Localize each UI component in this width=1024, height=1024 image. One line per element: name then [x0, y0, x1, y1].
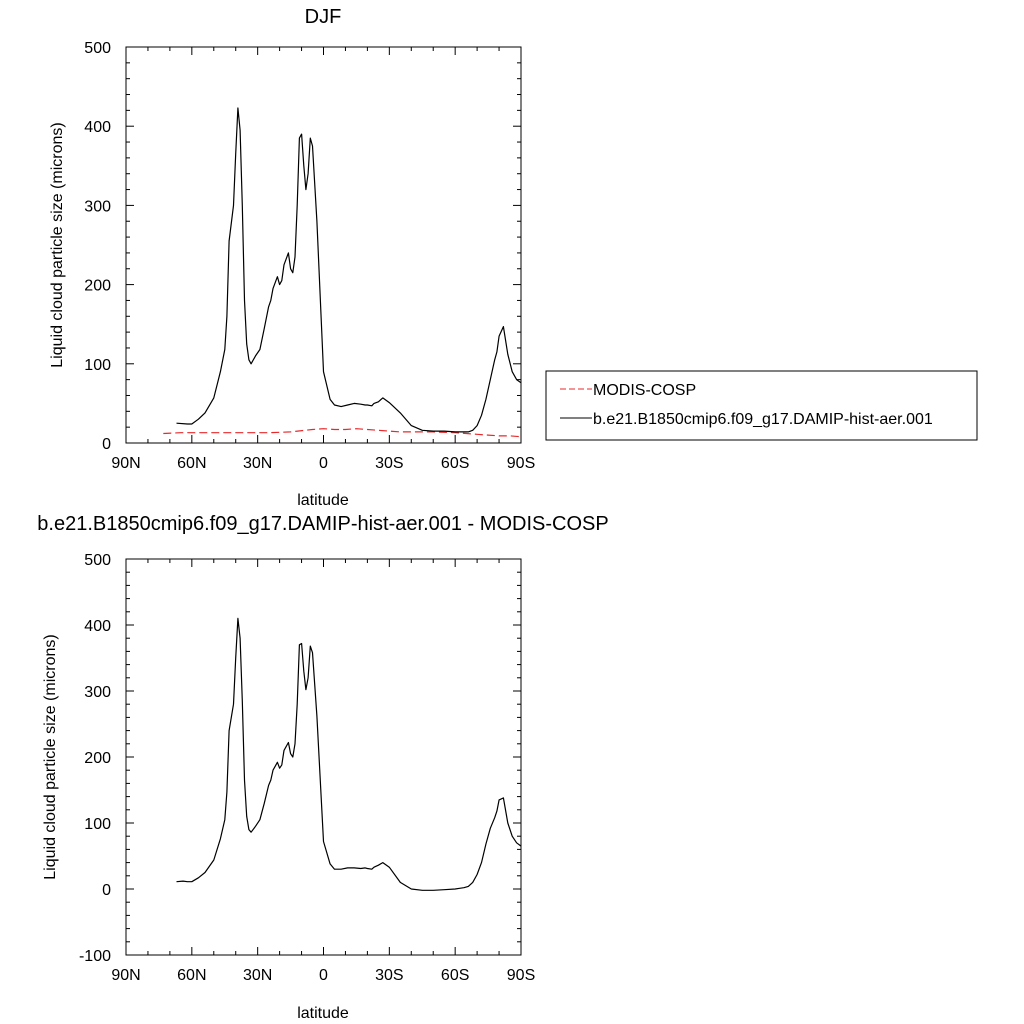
x-tick-label: 90N: [111, 967, 140, 984]
top-chart-plot-frame: [125, 46, 522, 444]
top-chart-x-axis-label: latitude: [297, 492, 349, 509]
series-line-difference: [176, 617, 522, 891]
bottom-chart: b.e21.B1850cmip6.f09_g17.DAMIP-hist-aer.…: [37, 513, 608, 1022]
y-tick-label: 500: [84, 552, 111, 569]
x-tick-label: 90S: [507, 455, 535, 472]
y-tick-label: 0: [102, 436, 111, 453]
x-tick-label: 60N: [177, 455, 206, 472]
y-tick-label: 200: [84, 750, 111, 767]
bottom-chart-ticks: [125, 558, 522, 956]
top-chart: DJF Liquid cloud particle size (microns)…: [49, 6, 978, 509]
series-line-b-e21-b1850cmip6-f09-g17-damip-hist-aer-001: [176, 107, 522, 433]
y-tick-label: 400: [84, 618, 111, 635]
y-tick-label: 500: [84, 40, 111, 57]
y-tick-label: 300: [84, 684, 111, 701]
x-tick-label: 0: [319, 967, 328, 984]
x-tick-label: 30S: [375, 967, 403, 984]
legend-label-modis-cosp: MODIS-COSP: [593, 382, 696, 399]
x-tick-label: 60S: [441, 967, 469, 984]
x-tick-label: 90N: [111, 455, 140, 472]
y-tick-label: 100: [84, 357, 111, 374]
y-tick-label: -100: [79, 948, 111, 965]
bottom-chart-series: [176, 617, 522, 891]
x-tick-label: 0: [319, 455, 328, 472]
top-chart-series: [163, 107, 522, 438]
bottom-chart-y-axis-label: Liquid cloud particle size (microns): [42, 634, 59, 879]
bottom-chart-x-axis-label: latitude: [297, 1005, 349, 1022]
y-tick-label: 100: [84, 816, 111, 833]
legend-box: [545, 370, 978, 441]
y-tick-label: 0: [102, 882, 111, 899]
x-tick-label: 60N: [177, 967, 206, 984]
x-tick-label: 30N: [243, 967, 272, 984]
x-tick-label: 30S: [375, 455, 403, 472]
bottom-chart-plot-frame: [125, 558, 522, 956]
bottom-chart-tick-labels: 90N 60N 30N 0 30S 60S 90S -100 0 100 200 300 400 500: [79, 552, 535, 984]
x-tick-label: 90S: [507, 967, 535, 984]
top-chart-y-axis-label: Liquid cloud particle size (microns): [49, 122, 66, 367]
legend-label-model: b.e21.B1850cmip6.f09_g17.DAMIP-hist-aer.…: [593, 411, 933, 428]
x-tick-label: 30N: [243, 455, 272, 472]
y-tick-label: 300: [84, 198, 111, 215]
top-chart-legend: MODIS-COSP b.e21.B1850cmip6.f09_g17.DAMI…: [545, 370, 978, 441]
y-tick-label: 400: [84, 119, 111, 136]
series-line-modis-cosp: [163, 428, 522, 438]
top-chart-tick-labels: 90N 60N 30N 0 30S 60S 90S 0 100 200 300 400 500: [84, 40, 535, 472]
bottom-chart-title: b.e21.B1850cmip6.f09_g17.DAMIP-hist-aer.…: [37, 513, 608, 535]
x-tick-label: 60S: [441, 455, 469, 472]
top-chart-ticks: [125, 46, 522, 444]
y-tick-label: 200: [84, 278, 111, 295]
top-chart-title: DJF: [305, 6, 342, 28]
